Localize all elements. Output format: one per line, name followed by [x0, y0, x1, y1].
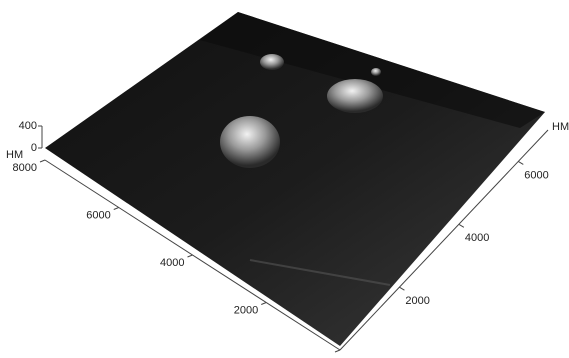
x-tick-label: 2000	[234, 304, 258, 316]
x-tick	[188, 255, 193, 257]
y-tick-label: 2000	[405, 295, 429, 307]
y-tick-label: 4000	[465, 232, 489, 244]
surface	[45, 12, 545, 346]
x-tick-label: 6000	[86, 209, 110, 221]
x-tick	[114, 208, 119, 210]
z-tick-label: 0	[31, 142, 37, 154]
y-axis-label: HM	[552, 121, 569, 133]
bump	[327, 79, 383, 113]
y-tick	[518, 161, 523, 164]
x-tick	[40, 160, 45, 162]
z-tick-label: 400	[19, 120, 37, 132]
y-tick	[459, 224, 464, 227]
y-tick	[399, 287, 404, 290]
bump	[371, 68, 381, 76]
x-tick-label: 8000	[13, 162, 37, 174]
bump	[260, 54, 284, 70]
x-tick	[335, 350, 340, 352]
bump	[220, 116, 280, 168]
y-tick-label: 6000	[524, 169, 548, 181]
x-tick	[261, 303, 266, 305]
surface-plot: HM HM 020004000600080002000400060000400	[0, 0, 569, 353]
x-tick-label: 4000	[160, 257, 184, 269]
x-axis-label: HM	[6, 149, 23, 161]
